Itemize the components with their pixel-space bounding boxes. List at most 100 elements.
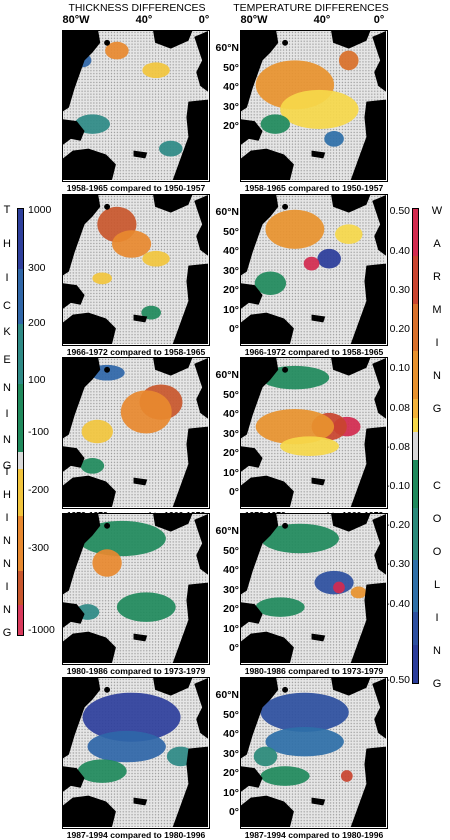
thickness-scale-segment	[18, 515, 23, 572]
thickness-scale-segment	[18, 468, 23, 516]
latitude-tick-label: 0°	[228, 806, 239, 818]
temperature-scale-segment	[413, 209, 418, 257]
thickness-scale-label: -200	[28, 484, 50, 496]
thickening-letter: I	[5, 408, 9, 420]
cooling-letter: O	[432, 513, 442, 525]
latitude-tick-label: 50°	[223, 388, 239, 401]
thickness-color-bar	[17, 208, 24, 636]
temperature-map-panel	[240, 357, 388, 509]
temperature-scale-segment	[413, 256, 418, 304]
thickness-column-title: THICKNESS DIFFERENCES	[68, 2, 206, 14]
temperature-scale-label: -0.20	[386, 519, 410, 531]
latitude-labels: 60°N 50° 40° 30° 20° 10° 0°	[203, 194, 239, 346]
lon-tick-80w-left: 80°W	[62, 14, 90, 26]
latitude-tick-label: 30°	[223, 747, 239, 760]
temperature-scale-label: -0.50	[386, 674, 410, 686]
latitude-labels: 60°N 50° 40° 30° 20°	[203, 30, 239, 182]
temperature-scale-segment	[413, 611, 418, 646]
latitude-tick-label: 20°	[223, 120, 239, 132]
latitude-tick-label: 60°N	[215, 689, 239, 701]
thickness-panel-caption: 1987-1994 compared to 1980-1996	[66, 830, 206, 840]
latitude-tick-label: 40°	[223, 728, 239, 740]
thickening-letter: N	[3, 434, 11, 446]
lon-tick-40-right: 40°	[313, 14, 331, 26]
thinning-letter: I	[5, 512, 9, 524]
thickness-map-panel	[62, 677, 210, 829]
latitude-tick-label: 20°	[223, 603, 239, 615]
temperature-scale-label: 0.30	[389, 284, 410, 296]
thickness-panel-caption: 1980-1986 compared to 1973-1979	[66, 666, 206, 676]
thickening-letter: I	[5, 272, 9, 284]
cooling-letter: L	[433, 579, 441, 591]
latitude-labels: 60°N 50° 40° 30° 20° 10° 0°	[203, 513, 239, 665]
lon-tick-0-left: 0°	[198, 14, 210, 26]
latitude-tick-label: 20°	[223, 447, 239, 459]
cooling-letter: N	[433, 645, 441, 657]
latitude-tick-label: 50°	[223, 225, 239, 238]
latitude-tick-label: 20°	[223, 767, 239, 779]
thinning-letter: N	[3, 535, 11, 547]
latitude-tick-label: 50°	[223, 544, 239, 557]
temperature-map-panel	[240, 677, 388, 829]
latitude-tick-label: 40°	[223, 81, 239, 93]
latitude-tick-label: 10°	[223, 466, 239, 479]
thickening-letter: E	[3, 354, 11, 366]
temperature-map-panel	[240, 30, 388, 182]
temperature-scale-label: -0.10	[386, 480, 410, 492]
warming-letter: A	[433, 238, 441, 250]
temperature-column-title: TEMPERATURE DIFFERENCES	[233, 2, 389, 14]
latitude-tick-label: 40°	[223, 245, 239, 257]
thickness-scale-segment	[18, 324, 23, 384]
thickness-scale-label: 300	[28, 262, 46, 274]
temperature-map-panel	[240, 513, 388, 665]
latitude-tick-label: 30°	[223, 427, 239, 440]
thickness-panel-caption: 1958-1965 compared to 1950-1957	[66, 183, 206, 193]
warming-letter: M	[432, 304, 442, 316]
thickness-scale-segment	[18, 571, 23, 606]
latitude-tick-label: 50°	[223, 61, 239, 74]
latitude-tick-label: 20°	[223, 284, 239, 296]
temperature-panel-caption: 1966-1972 compared to 1958-1965	[244, 347, 384, 357]
temperature-panel-caption: 1980-1986 compared to 1973-1979	[244, 666, 384, 676]
cooling-letter: O	[432, 546, 442, 558]
temperature-scale-segment	[413, 351, 418, 399]
latitude-tick-label: 40°	[223, 408, 239, 420]
temperature-scale-segment	[413, 431, 418, 461]
temperature-scale-segment	[413, 398, 418, 418]
thickness-scale-segment	[18, 209, 23, 269]
latitude-tick-label: 40°	[223, 564, 239, 576]
latitude-tick-label: 60°N	[215, 525, 239, 537]
thickness-scale-label: -1000	[28, 624, 55, 636]
latitude-tick-label: 0°	[228, 323, 239, 335]
latitude-tick-label: 0°	[228, 642, 239, 654]
thinning-letter: G	[2, 627, 12, 639]
latitude-tick-label: 0°	[228, 486, 239, 498]
thickening-letter: H	[3, 238, 11, 250]
thickness-map-panel	[62, 194, 210, 346]
latitude-tick-label: 50°	[223, 708, 239, 721]
thickness-scale-segment	[18, 605, 23, 635]
temperature-scale-label: 0.40	[389, 245, 410, 257]
latitude-tick-label: 10°	[223, 622, 239, 635]
thickness-map-panel	[62, 30, 210, 182]
thickening-letter: T	[3, 204, 11, 216]
temperature-scale-label: -0.08	[386, 441, 410, 453]
latitude-tick-label: 30°	[223, 100, 239, 113]
thickening-letter: G	[2, 460, 12, 472]
thickness-map-panel	[62, 357, 210, 509]
latitude-tick-label: 30°	[223, 264, 239, 277]
thickness-map-panel	[62, 513, 210, 665]
latitude-tick-label: 60°N	[215, 206, 239, 218]
thinning-letter: T	[3, 466, 11, 478]
lon-tick-0-right: 0°	[373, 14, 385, 26]
temperature-color-bar	[412, 208, 419, 684]
temperature-scale-segment	[413, 507, 418, 560]
cooling-letter: C	[433, 480, 441, 492]
thinning-letter: N	[3, 604, 11, 616]
thinning-letter: H	[3, 489, 11, 501]
thickness-scale-label: 1000	[28, 204, 52, 216]
temperature-scale-label: 0.20	[389, 323, 410, 335]
temperature-scale-segment	[413, 303, 418, 352]
thickness-scale-label: 100	[28, 374, 46, 386]
latitude-tick-label: 10°	[223, 303, 239, 316]
